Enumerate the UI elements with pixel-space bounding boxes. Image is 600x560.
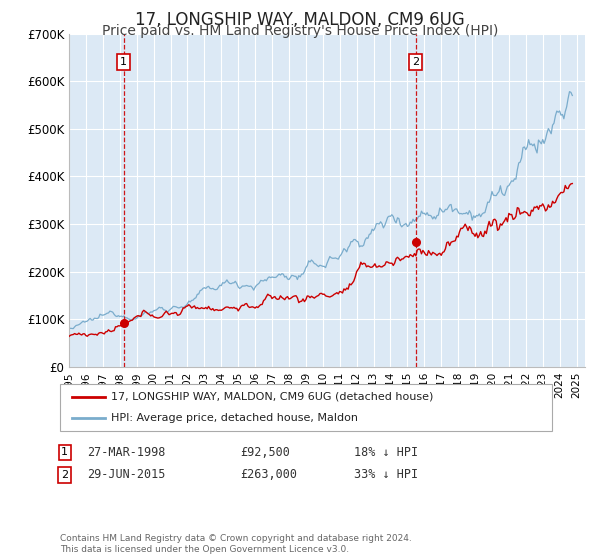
Text: £263,000: £263,000 (240, 468, 297, 482)
Text: Contains HM Land Registry data © Crown copyright and database right 2024.
This d: Contains HM Land Registry data © Crown c… (60, 534, 412, 554)
Text: HPI: Average price, detached house, Maldon: HPI: Average price, detached house, Mald… (111, 413, 358, 423)
Text: 1: 1 (61, 447, 68, 458)
Text: 18% ↓ HPI: 18% ↓ HPI (354, 446, 418, 459)
Text: Price paid vs. HM Land Registry's House Price Index (HPI): Price paid vs. HM Land Registry's House … (102, 24, 498, 38)
Text: 2: 2 (61, 470, 68, 480)
Text: 27-MAR-1998: 27-MAR-1998 (87, 446, 166, 459)
Text: 33% ↓ HPI: 33% ↓ HPI (354, 468, 418, 482)
Text: £92,500: £92,500 (240, 446, 290, 459)
Text: 29-JUN-2015: 29-JUN-2015 (87, 468, 166, 482)
Text: 1: 1 (120, 57, 127, 67)
Text: 17, LONGSHIP WAY, MALDON, CM9 6UG (detached house): 17, LONGSHIP WAY, MALDON, CM9 6UG (detac… (111, 392, 433, 402)
Text: 2: 2 (412, 57, 419, 67)
Text: 17, LONGSHIP WAY, MALDON, CM9 6UG: 17, LONGSHIP WAY, MALDON, CM9 6UG (135, 11, 465, 29)
